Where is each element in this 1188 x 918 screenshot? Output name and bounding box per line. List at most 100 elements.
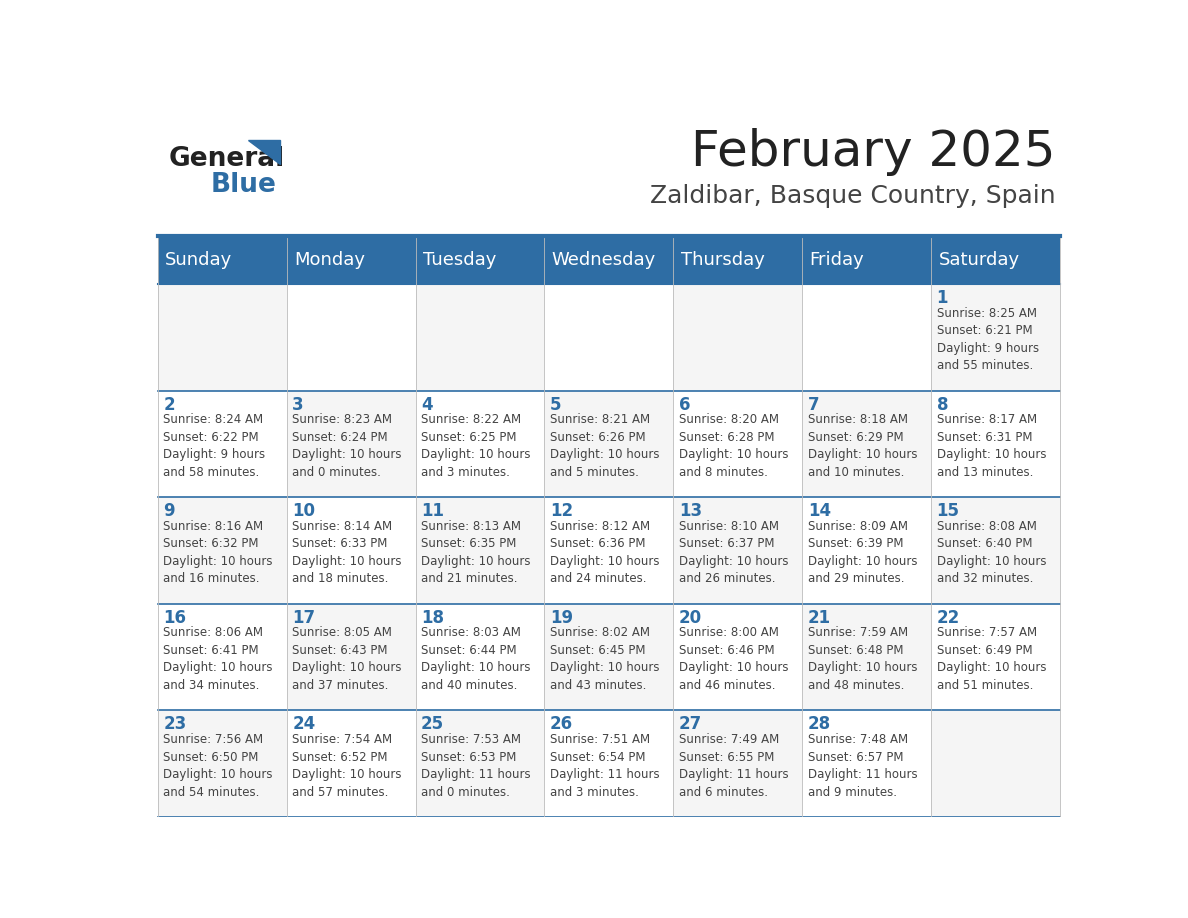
Bar: [802, 391, 931, 498]
Text: Sunrise: 7:51 AM
Sunset: 6:54 PM
Daylight: 11 hours
and 3 minutes.: Sunrise: 7:51 AM Sunset: 6:54 PM Dayligh…: [550, 733, 659, 799]
Text: Sunrise: 8:06 AM
Sunset: 6:41 PM
Daylight: 10 hours
and 34 minutes.: Sunrise: 8:06 AM Sunset: 6:41 PM Dayligh…: [163, 626, 273, 692]
Text: Sunrise: 7:49 AM
Sunset: 6:55 PM
Daylight: 11 hours
and 6 minutes.: Sunrise: 7:49 AM Sunset: 6:55 PM Dayligh…: [678, 733, 789, 799]
Bar: [158, 391, 286, 498]
Text: Sunrise: 8:25 AM
Sunset: 6:21 PM
Daylight: 9 hours
and 55 minutes.: Sunrise: 8:25 AM Sunset: 6:21 PM Dayligh…: [936, 307, 1038, 372]
Text: 21: 21: [808, 609, 830, 627]
Bar: [158, 284, 286, 391]
Text: 17: 17: [292, 609, 315, 627]
Bar: [286, 391, 416, 498]
Text: 16: 16: [163, 609, 187, 627]
Text: Sunrise: 8:17 AM
Sunset: 6:31 PM
Daylight: 10 hours
and 13 minutes.: Sunrise: 8:17 AM Sunset: 6:31 PM Dayligh…: [936, 413, 1047, 479]
Text: 14: 14: [808, 502, 830, 521]
Text: Sunrise: 8:00 AM
Sunset: 6:46 PM
Daylight: 10 hours
and 46 minutes.: Sunrise: 8:00 AM Sunset: 6:46 PM Dayligh…: [678, 626, 789, 692]
Text: Sunrise: 7:54 AM
Sunset: 6:52 PM
Daylight: 10 hours
and 57 minutes.: Sunrise: 7:54 AM Sunset: 6:52 PM Dayligh…: [292, 733, 402, 799]
Bar: [802, 604, 931, 711]
Bar: [286, 498, 416, 604]
Text: Friday: Friday: [809, 251, 865, 269]
Bar: [674, 391, 802, 498]
Bar: [802, 284, 931, 391]
Text: 12: 12: [550, 502, 573, 521]
Bar: [931, 711, 1060, 817]
Bar: [416, 284, 544, 391]
Bar: [674, 498, 802, 604]
Text: Sunrise: 8:03 AM
Sunset: 6:44 PM
Daylight: 10 hours
and 40 minutes.: Sunrise: 8:03 AM Sunset: 6:44 PM Dayligh…: [421, 626, 531, 692]
Text: 5: 5: [550, 396, 562, 414]
Text: 24: 24: [292, 715, 315, 733]
Bar: [158, 498, 286, 604]
Bar: [158, 711, 286, 817]
Text: 27: 27: [678, 715, 702, 733]
Text: 20: 20: [678, 609, 702, 627]
Bar: [802, 711, 931, 817]
Text: Sunday: Sunday: [165, 251, 233, 269]
Text: 2: 2: [163, 396, 175, 414]
Text: Sunrise: 8:16 AM
Sunset: 6:32 PM
Daylight: 10 hours
and 16 minutes.: Sunrise: 8:16 AM Sunset: 6:32 PM Dayligh…: [163, 520, 273, 586]
Text: 15: 15: [936, 502, 960, 521]
Text: Sunrise: 8:02 AM
Sunset: 6:45 PM
Daylight: 10 hours
and 43 minutes.: Sunrise: 8:02 AM Sunset: 6:45 PM Dayligh…: [550, 626, 659, 692]
Text: Sunrise: 8:14 AM
Sunset: 6:33 PM
Daylight: 10 hours
and 18 minutes.: Sunrise: 8:14 AM Sunset: 6:33 PM Dayligh…: [292, 520, 402, 586]
Bar: [674, 284, 802, 391]
Text: 4: 4: [421, 396, 432, 414]
Polygon shape: [248, 140, 280, 164]
Text: 19: 19: [550, 609, 573, 627]
Text: Thursday: Thursday: [681, 251, 765, 269]
Bar: [544, 711, 674, 817]
Text: 7: 7: [808, 396, 820, 414]
Text: Sunrise: 7:56 AM
Sunset: 6:50 PM
Daylight: 10 hours
and 54 minutes.: Sunrise: 7:56 AM Sunset: 6:50 PM Dayligh…: [163, 733, 273, 799]
Text: Sunrise: 8:22 AM
Sunset: 6:25 PM
Daylight: 10 hours
and 3 minutes.: Sunrise: 8:22 AM Sunset: 6:25 PM Dayligh…: [421, 413, 531, 479]
Text: Sunrise: 7:59 AM
Sunset: 6:48 PM
Daylight: 10 hours
and 48 minutes.: Sunrise: 7:59 AM Sunset: 6:48 PM Dayligh…: [808, 626, 917, 692]
Text: Sunrise: 7:57 AM
Sunset: 6:49 PM
Daylight: 10 hours
and 51 minutes.: Sunrise: 7:57 AM Sunset: 6:49 PM Dayligh…: [936, 626, 1047, 692]
Text: 8: 8: [936, 396, 948, 414]
Text: Sunrise: 8:09 AM
Sunset: 6:39 PM
Daylight: 10 hours
and 29 minutes.: Sunrise: 8:09 AM Sunset: 6:39 PM Dayligh…: [808, 520, 917, 586]
Bar: [931, 391, 1060, 498]
Bar: [931, 284, 1060, 391]
Text: 10: 10: [292, 502, 315, 521]
Bar: [674, 711, 802, 817]
Bar: [416, 391, 544, 498]
Text: 6: 6: [678, 396, 690, 414]
Text: Sunrise: 7:53 AM
Sunset: 6:53 PM
Daylight: 11 hours
and 0 minutes.: Sunrise: 7:53 AM Sunset: 6:53 PM Dayligh…: [421, 733, 531, 799]
Bar: [544, 604, 674, 711]
Bar: [544, 284, 674, 391]
Bar: [931, 498, 1060, 604]
Bar: [158, 604, 286, 711]
Text: 11: 11: [421, 502, 444, 521]
Bar: [286, 284, 416, 391]
Bar: [931, 604, 1060, 711]
Text: 1: 1: [936, 289, 948, 307]
Text: Tuesday: Tuesday: [423, 251, 497, 269]
Text: 18: 18: [421, 609, 444, 627]
Text: Sunrise: 8:24 AM
Sunset: 6:22 PM
Daylight: 9 hours
and 58 minutes.: Sunrise: 8:24 AM Sunset: 6:22 PM Dayligh…: [163, 413, 265, 479]
Text: Sunrise: 8:21 AM
Sunset: 6:26 PM
Daylight: 10 hours
and 5 minutes.: Sunrise: 8:21 AM Sunset: 6:26 PM Dayligh…: [550, 413, 659, 479]
Text: 23: 23: [163, 715, 187, 733]
Bar: [544, 391, 674, 498]
Text: 25: 25: [421, 715, 444, 733]
Bar: [544, 498, 674, 604]
Bar: [416, 711, 544, 817]
Text: 9: 9: [163, 502, 175, 521]
Bar: [286, 604, 416, 711]
Text: 26: 26: [550, 715, 573, 733]
Text: Sunrise: 8:05 AM
Sunset: 6:43 PM
Daylight: 10 hours
and 37 minutes.: Sunrise: 8:05 AM Sunset: 6:43 PM Dayligh…: [292, 626, 402, 692]
Bar: [286, 711, 416, 817]
Bar: [674, 604, 802, 711]
Text: 3: 3: [292, 396, 304, 414]
Text: Sunrise: 8:12 AM
Sunset: 6:36 PM
Daylight: 10 hours
and 24 minutes.: Sunrise: 8:12 AM Sunset: 6:36 PM Dayligh…: [550, 520, 659, 586]
Text: Monday: Monday: [293, 251, 365, 269]
Text: Sunrise: 7:48 AM
Sunset: 6:57 PM
Daylight: 11 hours
and 9 minutes.: Sunrise: 7:48 AM Sunset: 6:57 PM Dayligh…: [808, 733, 917, 799]
Bar: [416, 498, 544, 604]
Text: General: General: [169, 145, 285, 172]
Bar: [158, 236, 1060, 284]
Bar: [416, 604, 544, 711]
Text: Sunrise: 8:18 AM
Sunset: 6:29 PM
Daylight: 10 hours
and 10 minutes.: Sunrise: 8:18 AM Sunset: 6:29 PM Dayligh…: [808, 413, 917, 479]
Text: 22: 22: [936, 609, 960, 627]
Text: February 2025: February 2025: [691, 128, 1055, 176]
Text: Blue: Blue: [211, 173, 277, 198]
Text: Sunrise: 8:10 AM
Sunset: 6:37 PM
Daylight: 10 hours
and 26 minutes.: Sunrise: 8:10 AM Sunset: 6:37 PM Dayligh…: [678, 520, 789, 586]
Text: Zaldibar, Basque Country, Spain: Zaldibar, Basque Country, Spain: [650, 185, 1055, 208]
Text: 28: 28: [808, 715, 830, 733]
Text: Sunrise: 8:23 AM
Sunset: 6:24 PM
Daylight: 10 hours
and 0 minutes.: Sunrise: 8:23 AM Sunset: 6:24 PM Dayligh…: [292, 413, 402, 479]
Text: Sunrise: 8:13 AM
Sunset: 6:35 PM
Daylight: 10 hours
and 21 minutes.: Sunrise: 8:13 AM Sunset: 6:35 PM Dayligh…: [421, 520, 531, 586]
Text: Sunrise: 8:20 AM
Sunset: 6:28 PM
Daylight: 10 hours
and 8 minutes.: Sunrise: 8:20 AM Sunset: 6:28 PM Dayligh…: [678, 413, 789, 479]
Bar: [802, 498, 931, 604]
